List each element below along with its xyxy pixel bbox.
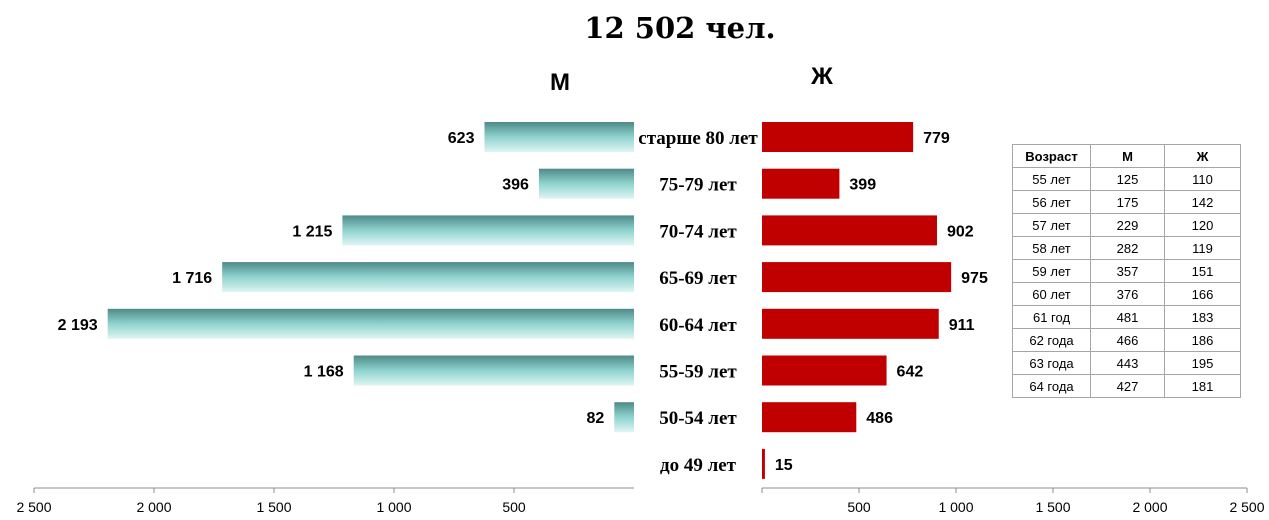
table-cell-female: 166 — [1164, 282, 1241, 306]
male-bar — [222, 262, 634, 293]
table-cell-female: 119 — [1164, 236, 1241, 260]
table-row: 55 лет 125 110 — [1012, 167, 1241, 191]
left-axis-tick-label: 1 500 — [256, 499, 291, 515]
left-axis-tick-label: 1 000 — [376, 499, 411, 515]
table-header-age: Возраст — [1012, 144, 1091, 168]
table-cell-male: 357 — [1090, 259, 1165, 283]
table-cell-female: 183 — [1164, 305, 1241, 329]
female-value-label: 902 — [947, 223, 974, 240]
table-cell-male: 282 — [1090, 236, 1165, 260]
female-value-label: 975 — [961, 270, 988, 287]
table-cell-male: 376 — [1090, 282, 1165, 306]
category-label: 60-64 лет — [659, 315, 737, 336]
table-cell-age: 56 лет — [1012, 190, 1091, 214]
table-cell-age: 59 лет — [1012, 259, 1091, 283]
table-cell-female: 142 — [1164, 190, 1241, 214]
female-bar — [762, 215, 937, 246]
right-axis-tick-label: 1 500 — [1035, 499, 1070, 515]
female-bar — [762, 262, 952, 293]
male-value-label: 623 — [448, 130, 475, 147]
table-cell-female: 186 — [1164, 328, 1241, 352]
female-value-label: 15 — [775, 457, 793, 474]
table-cell-male: 125 — [1090, 167, 1165, 191]
table-cell-female: 151 — [1164, 259, 1241, 283]
female-value-label: 486 — [866, 410, 893, 427]
male-bar — [538, 168, 634, 199]
table-row: 57 лет 229 120 — [1012, 213, 1241, 237]
female-bar — [762, 308, 939, 339]
table-row: 60 лет 376 166 — [1012, 282, 1241, 306]
age-breakdown-table: Возраст М Ж 55 лет 125 110 56 лет 175 142 57 л… — [1012, 144, 1241, 398]
table-row: 58 лет 282 119 — [1012, 236, 1241, 260]
category-label: 55-59 лет — [659, 362, 737, 383]
left-axis-tick-label: 2 500 — [16, 499, 51, 515]
female-bar — [762, 168, 840, 199]
right-axis-tick-label: 2 500 — [1229, 499, 1264, 515]
table-header-male: М — [1090, 144, 1165, 168]
table-cell-age: 58 лет — [1012, 236, 1091, 260]
table-cell-female: 181 — [1164, 374, 1241, 398]
male-bar — [614, 402, 634, 433]
table-cell-female: 195 — [1164, 351, 1241, 375]
right-axis-tick-label: 2 000 — [1132, 499, 1167, 515]
female-value-label: 779 — [923, 130, 950, 147]
male-bar — [353, 355, 634, 386]
table-cell-male: 427 — [1090, 374, 1165, 398]
male-series-label: М — [550, 69, 570, 96]
table-cell-age: 57 лет — [1012, 213, 1091, 237]
table-cell-age: 63 года — [1012, 351, 1091, 375]
category-label: 75-79 лет — [659, 175, 737, 196]
table-row: 56 лет 175 142 — [1012, 190, 1241, 214]
table-cell-age: 61 год — [1012, 305, 1091, 329]
male-value-label: 2 193 — [58, 317, 98, 334]
table-cell-male: 481 — [1090, 305, 1165, 329]
category-label: 50-54 лет — [659, 408, 737, 429]
table-cell-male: 229 — [1090, 213, 1165, 237]
table-cell-male: 175 — [1090, 190, 1165, 214]
female-value-label: 399 — [849, 177, 876, 194]
table-cell-age: 55 лет — [1012, 167, 1091, 191]
table-cell-age: 60 лет — [1012, 282, 1091, 306]
table-header-row: Возраст М Ж — [1012, 144, 1241, 168]
female-value-label: 911 — [949, 317, 975, 334]
table-body: 55 лет 125 110 56 лет 175 142 57 лет 229 120 58 л… — [1012, 167, 1241, 398]
table-row: 63 года 443 195 — [1012, 351, 1241, 375]
category-label: старше 80 лет — [638, 128, 758, 149]
table-row: 61 год 481 183 — [1012, 305, 1241, 329]
male-value-label: 1 168 — [304, 364, 344, 381]
female-bar — [762, 355, 887, 386]
table-cell-male: 443 — [1090, 351, 1165, 375]
female-bar — [762, 448, 765, 479]
male-value-label: 1 215 — [292, 223, 332, 240]
female-value-label: 642 — [897, 364, 924, 381]
left-axis-tick-label: 500 — [502, 499, 526, 515]
table-cell-female: 120 — [1164, 213, 1241, 237]
chart-marks: старше 80 лет 623 779 75-79 лет 396 399 70-74 … — [16, 122, 1265, 515]
table-header-female: Ж — [1164, 144, 1241, 168]
male-value-label: 82 — [587, 410, 605, 427]
male-value-label: 396 — [502, 177, 529, 194]
female-series-label: Ж — [810, 63, 833, 90]
category-label: до 49 лет — [660, 455, 737, 476]
chart-title: 12 502 чел. — [584, 11, 775, 45]
male-value-label: 1 716 — [172, 270, 212, 287]
left-axis-tick-label: 2 000 — [136, 499, 171, 515]
female-bar — [762, 402, 857, 433]
male-bar — [484, 122, 634, 152]
table-row: 59 лет 357 151 — [1012, 259, 1241, 283]
table-cell-female: 110 — [1164, 167, 1241, 191]
table-row: 64 года 427 181 — [1012, 374, 1241, 398]
female-bar — [762, 122, 914, 152]
category-label: 65-69 лет — [659, 268, 737, 289]
category-label: 70-74 лет — [659, 221, 737, 242]
right-axis-tick-label: 1 000 — [938, 499, 973, 515]
male-bar — [342, 215, 634, 246]
table-cell-age: 64 года — [1012, 374, 1091, 398]
right-axis-tick-label: 500 — [847, 499, 871, 515]
table-cell-age: 62 года — [1012, 328, 1091, 352]
male-bar — [107, 308, 635, 339]
table-row: 62 года 466 186 — [1012, 328, 1241, 352]
table-cell-male: 466 — [1090, 328, 1165, 352]
